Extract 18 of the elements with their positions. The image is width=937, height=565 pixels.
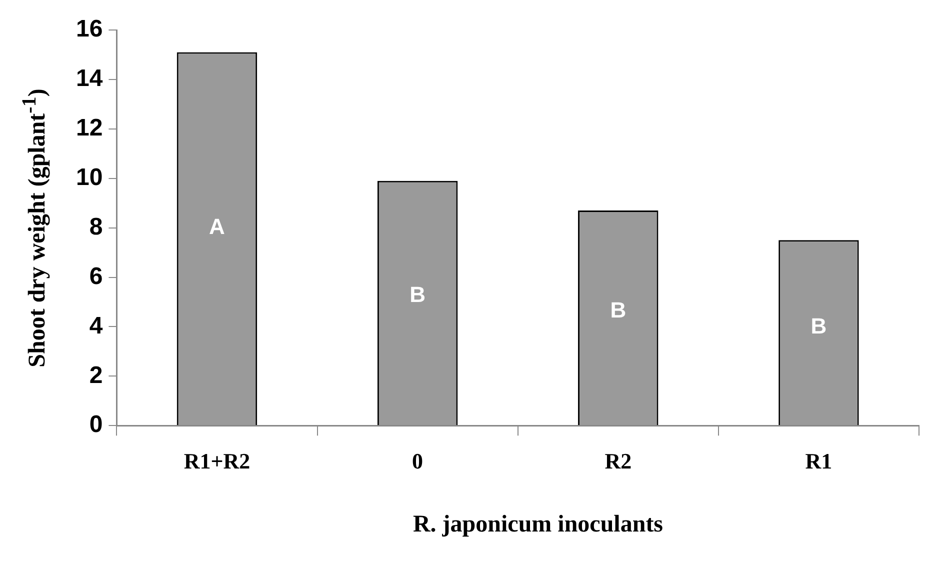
y-tick-label: 10: [76, 164, 103, 191]
annotation: B: [810, 313, 827, 338]
x-tick-label: R1: [805, 448, 832, 474]
y-tick-label: 2: [89, 362, 103, 389]
y-tick-label: 12: [76, 114, 103, 142]
y-tick-label: 14: [76, 65, 104, 92]
x-tick-label: R1+R2: [184, 448, 250, 474]
x-axis-title: R. japonicum inoculants: [412, 512, 664, 538]
annotation: B: [410, 282, 426, 307]
y-tick-label: 0: [89, 411, 103, 438]
y-tick-label: 8: [89, 213, 103, 240]
annotation: A: [209, 214, 226, 239]
y-tick-label: 16: [76, 16, 103, 43]
annotation: B: [610, 298, 626, 323]
y-tick-label: 6: [89, 262, 103, 290]
x-tick-label: R2: [604, 448, 632, 474]
y-tick-label: 4: [89, 312, 104, 340]
x-tick-label: 0: [412, 448, 424, 474]
